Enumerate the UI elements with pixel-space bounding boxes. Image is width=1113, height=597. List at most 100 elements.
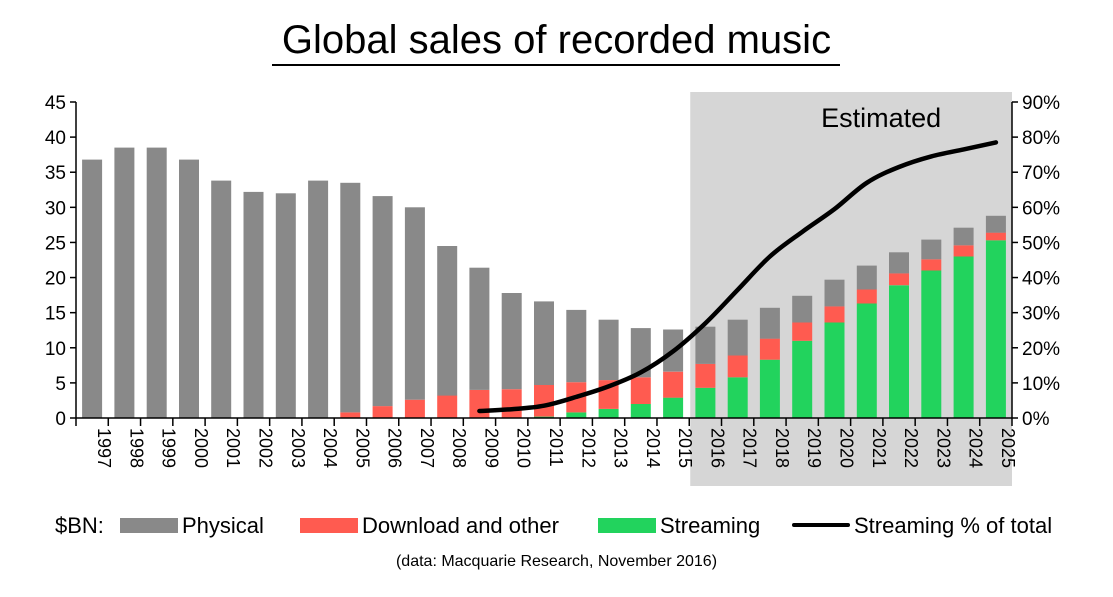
bar-streaming-2013 [598, 408, 619, 418]
bar-physical-2017 [727, 319, 748, 356]
bar-physical-2003 [275, 193, 296, 418]
bar-download-and-other-2023 [921, 259, 942, 271]
streaming-share-line [477, 140, 999, 414]
bar-download-and-other-2007 [404, 399, 425, 418]
bar-download-and-other-2022 [889, 273, 909, 286]
bar-streaming-2023 [921, 270, 942, 418]
bar-physical-2025 [985, 215, 1006, 233]
bar-physical-2021 [856, 265, 877, 290]
left-tick-label: 25 [45, 233, 66, 254]
x-tick-label-2008: 2008 [449, 428, 469, 468]
bar-download-and-other-2025 [985, 232, 1006, 241]
bar-streaming-2024 [953, 256, 974, 418]
x-tick-label-2000: 2000 [191, 428, 211, 468]
bar-physical-2004 [308, 180, 329, 418]
bar-physical-2014 [630, 328, 651, 378]
x-tick-label-2017: 2017 [740, 428, 760, 468]
bar-physical-2018 [759, 307, 780, 339]
right-tick-label: 0% [1022, 409, 1050, 430]
right-tick-label: 90% [1022, 93, 1060, 114]
bar-download-and-other-2014 [630, 377, 651, 404]
bar-physical-2007 [404, 207, 425, 400]
bar-download-and-other-2019 [792, 322, 813, 341]
bar-download-and-other-2009 [469, 389, 490, 418]
x-tick-label-2014: 2014 [643, 428, 663, 468]
x-tick-label-1998: 1998 [126, 428, 146, 468]
left-axis-tick-labels: 0 5 10 15 20 25 30 35 40 45 [45, 93, 66, 430]
right-tick-label: 30% [1022, 304, 1060, 325]
x-tick-label-2002: 2002 [256, 428, 276, 468]
bar-download-and-other-2024 [953, 245, 974, 257]
legend-swatch-download [300, 517, 358, 533]
bar-streaming-2012 [566, 412, 587, 418]
title-underline [272, 64, 840, 66]
x-tick-label-2003: 2003 [288, 428, 308, 468]
bar-physical-2010 [501, 293, 522, 390]
legend-item-streaming: Streaming [598, 510, 760, 542]
legend-item-download: Download and other [300, 510, 559, 542]
bar-physical-2000 [179, 159, 199, 418]
bar-download-and-other-2010 [501, 389, 522, 418]
bar-physical-2012 [566, 309, 587, 383]
bar-download-and-other-2018 [759, 338, 780, 360]
bar-download-and-other-2021 [856, 289, 877, 304]
left-tick-label: 5 [55, 374, 66, 395]
bar-download-and-other-2015 [663, 371, 684, 398]
right-tick-label: 70% [1022, 163, 1060, 184]
legend-swatch-physical [120, 517, 178, 533]
x-tick-label-2020: 2020 [836, 428, 856, 468]
x-tick-label-2012: 2012 [578, 428, 598, 468]
bar-physical-2011 [534, 301, 554, 385]
x-tick-label-2011: 2011 [546, 428, 566, 467]
legend-label-physical: Physical [182, 513, 264, 538]
left-tick-label: 45 [45, 93, 66, 114]
legend-label-streaming-share: Streaming % of total [854, 513, 1053, 538]
x-tick-label-2019: 2019 [804, 428, 824, 468]
source-note: (data: Macquarie Research, November 2016… [395, 553, 718, 570]
legend-swatch-streaming [598, 517, 656, 533]
bar-streaming-2014 [630, 404, 651, 418]
x-axis-tick-labels: 1997 1998 1999 2000 2001 2002 2003 2004 2005 2006… [94, 428, 1018, 468]
x-tick-label-1997: 1997 [94, 428, 114, 468]
x-tick-label-2004: 2004 [320, 428, 340, 468]
axes [70, 101, 1018, 426]
bar-download-and-other-2020 [824, 306, 845, 323]
legend: $BN: Physical Download and other Streami… [50, 510, 1090, 542]
left-tick-label: 20 [45, 269, 66, 290]
legend-label-download: Download and other [362, 513, 559, 538]
legend-label-streaming: Streaming [660, 513, 761, 538]
legend-swatch-streaming-share [792, 523, 850, 528]
bar-download-and-other-2017 [727, 355, 748, 378]
chart-title: Global sales of recorded music [281, 18, 832, 62]
bar-physical-2008 [437, 246, 458, 396]
right-tick-label: 60% [1022, 198, 1060, 219]
right-tick-label: 40% [1022, 269, 1060, 290]
x-tick-label-2001: 2001 [223, 428, 243, 468]
bar-physical-2022 [889, 252, 909, 274]
bar-physical-2023 [921, 239, 942, 260]
bar-physical-2020 [824, 279, 845, 307]
right-tick-label: 10% [1022, 374, 1060, 395]
bar-streaming-2022 [889, 285, 909, 418]
bar-physical-2016 [695, 326, 716, 364]
x-tick-label-2021: 2021 [869, 428, 889, 468]
right-tick-label: 20% [1022, 339, 1060, 360]
bar-download-and-other-2016 [695, 363, 716, 388]
bar-streaming-2016 [695, 387, 716, 418]
left-tick-label: 15 [45, 304, 66, 325]
left-tick-label: 10 [45, 339, 66, 360]
bar-physical-2013 [598, 319, 619, 381]
x-tick-label-2022: 2022 [901, 428, 921, 468]
x-tick-label-2005: 2005 [352, 428, 372, 468]
x-tick-label-2009: 2009 [481, 428, 501, 468]
unit-label: $BN: [55, 513, 104, 538]
bar-streaming-2021 [856, 303, 877, 418]
legend-item-streaming-share: Streaming % of total [792, 510, 1052, 542]
left-tick-label: 0 [55, 409, 66, 430]
estimated-label: Estimated [821, 103, 941, 133]
bar-physical-2019 [792, 295, 813, 323]
bar-streaming-2020 [824, 322, 845, 418]
x-tick-label-2013: 2013 [611, 428, 631, 468]
right-axis-tick-labels: 0% 10% 20% 30% 40% 50% 60% 70% 80% 90% [1022, 93, 1060, 430]
x-tick-label-1999: 1999 [159, 428, 179, 468]
